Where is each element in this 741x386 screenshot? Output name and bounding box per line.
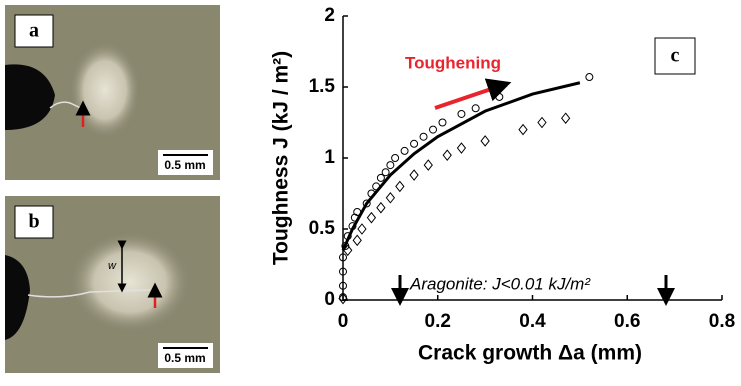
x-tick-label: 0.4 (519, 311, 546, 332)
data-point (395, 180, 405, 193)
data-point (339, 253, 347, 262)
panel-label: c (671, 45, 680, 67)
data-point (385, 191, 396, 204)
data-point (585, 73, 594, 82)
x-axis-label: Crack growth Δa (mm) (418, 342, 642, 365)
data-point (537, 116, 547, 129)
annotation: Aragonite: J<0.01 kJ/m² (409, 274, 591, 293)
x-tick-label: 0.6 (614, 311, 640, 332)
data-point (442, 149, 452, 161)
data-point (376, 173, 385, 182)
scale-bar-label: 0.5 mm (164, 158, 205, 172)
data-point (386, 161, 395, 170)
data-point (518, 123, 528, 136)
data-point (456, 142, 467, 154)
data-point (457, 109, 466, 118)
fit-line (341, 81, 581, 251)
panel-label: b (28, 211, 39, 233)
y-tick-label: 1 (324, 147, 335, 168)
data-point (561, 112, 571, 125)
data-point (419, 132, 428, 141)
data-point (438, 118, 447, 127)
data-point (391, 154, 400, 162)
data-point (471, 104, 480, 113)
x-tick-label: 0 (338, 311, 349, 332)
scale-bar-label: 0.5 mm (164, 351, 205, 365)
panel-label: a (29, 20, 39, 42)
data-point (339, 281, 347, 290)
data-point (338, 292, 348, 305)
photo-b: w b 0.5 mm (5, 196, 220, 373)
data-point (381, 168, 390, 177)
x-tick-label: 0.8 (709, 311, 735, 332)
y-tick-label: 1.5 (309, 76, 336, 97)
chart: c Toughening Aragonite: J<0.01 kJ/m² Cra… (270, 5, 736, 365)
data-point (376, 201, 386, 214)
y-tick-label: 0.5 (309, 218, 336, 239)
photo-a: a 0.5 mm (5, 5, 220, 180)
data-point (400, 146, 409, 155)
data-point (410, 139, 419, 148)
y-tick-label: 2 (324, 5, 335, 26)
data-point (366, 211, 377, 224)
data-point (495, 92, 504, 101)
data-point (339, 267, 347, 276)
data-point (357, 223, 367, 235)
data-point (352, 234, 362, 247)
y-axis-label: Toughness J (kJ / m²) (270, 51, 293, 265)
x-tick-label: 0.2 (425, 311, 451, 332)
width-label: w (108, 260, 117, 272)
annotation: Toughening (405, 53, 501, 72)
data-point (480, 135, 490, 147)
data-point (409, 169, 419, 181)
y-tick-label: 0 (324, 289, 335, 310)
data-point (362, 199, 371, 208)
data-point (423, 159, 433, 171)
data-point (429, 125, 438, 134)
